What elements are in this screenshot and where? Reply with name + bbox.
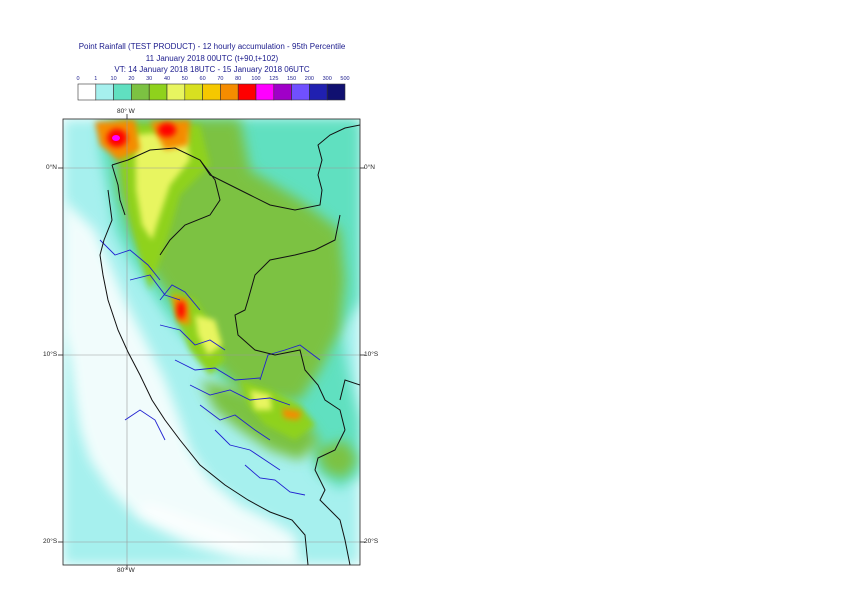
- legend-threshold-label: 70: [217, 76, 223, 82]
- legend-threshold-label: 80: [235, 76, 241, 82]
- tick-marks: [58, 114, 365, 570]
- legend-threshold-label: 10: [111, 76, 117, 82]
- legend-threshold-label: 100: [251, 76, 260, 82]
- legend-swatch: [326, 83, 346, 101]
- legend-threshold-label: 0: [76, 76, 79, 82]
- legend-threshold-label: 500: [340, 76, 349, 82]
- bottom-longitude-label: 80° W: [117, 567, 135, 574]
- rain-field-red: [107, 123, 185, 319]
- lat-label-right-0: 0°N: [364, 164, 375, 171]
- legend-threshold-label: 60: [200, 76, 206, 82]
- valid-time-label: VT: 14 January 2018 18UTC - 15 January 2…: [114, 65, 310, 74]
- legend-threshold-label: 1: [94, 76, 97, 82]
- map-frame: [62, 118, 361, 566]
- lat-label-right-10: 10°S: [364, 351, 379, 358]
- legend-threshold-label: 300: [323, 76, 332, 82]
- legend-threshold-label: 125: [269, 76, 278, 82]
- legend-threshold-label: 40: [164, 76, 170, 82]
- country-borders: [99, 124, 360, 565]
- lat-label-right-20: 20°S: [364, 538, 379, 545]
- lat-label-left-20: 20°S: [43, 538, 58, 545]
- legend-threshold-label: 50: [182, 76, 188, 82]
- run-time-label: 11 January 2018 00UTC (t+90,t+102): [145, 54, 279, 63]
- rain-peak: [112, 135, 120, 141]
- map-title: Point Rainfall (TEST PRODUCT) - 12 hourl…: [78, 42, 346, 51]
- legend-threshold-label: 30: [146, 76, 152, 82]
- legend-threshold-label: 20: [128, 76, 134, 82]
- dry-ocean-area: [63, 200, 300, 565]
- legend-threshold-label: 200: [305, 76, 314, 82]
- rain-field-yellow: [135, 130, 272, 410]
- top-longitude-label: 80° W: [117, 108, 135, 115]
- lat-label-left-0: 0°N: [46, 164, 57, 171]
- lat-label-left-10: 10°S: [43, 351, 58, 358]
- color-legend: 0 1 10 20 30 40 50 60 70 80 100 125 150 200 300 500: [76, 76, 350, 101]
- regional-boundaries: [99, 239, 321, 496]
- legend-threshold-label: 150: [287, 76, 296, 82]
